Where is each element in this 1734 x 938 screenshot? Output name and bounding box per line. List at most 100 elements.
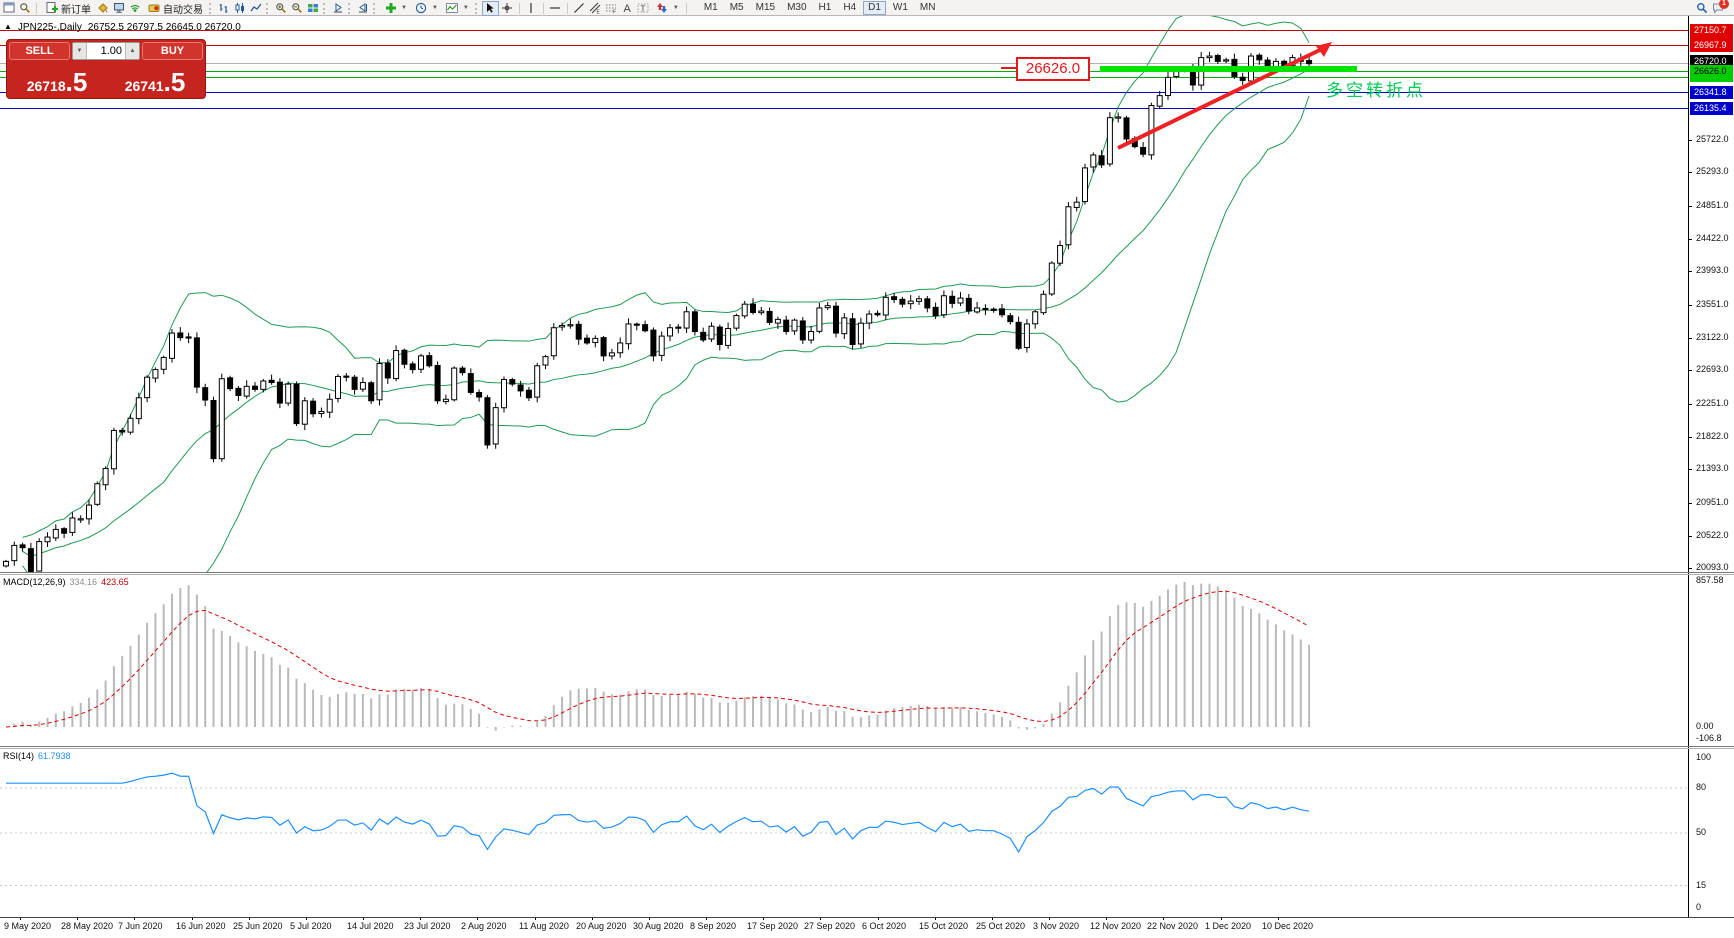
timeframe-m15[interactable]: M15 (755, 2, 776, 13)
pane-separator[interactable] (0, 572, 1734, 573)
bull-candle (1057, 245, 1064, 264)
rsi-axis-label: 50 (1696, 827, 1707, 837)
pane-separator[interactable] (0, 746, 1734, 747)
new-order-button[interactable]: 新订单 (41, 2, 94, 16)
price-tick-mark (1688, 206, 1692, 207)
date-tick-label: 27 Sep 2020 (804, 921, 856, 931)
horizontal-level-line[interactable] (0, 30, 1688, 31)
date-tick-label: 9 May 2020 (4, 921, 52, 931)
sell-price[interactable]: 26718 .5 (9, 62, 105, 96)
buy-price[interactable]: 26741 .5 (107, 62, 203, 96)
line-chart-icon[interactable] (248, 2, 263, 15)
price-tick-mark (1688, 370, 1692, 371)
timeframe-m5[interactable]: M5 (729, 2, 744, 13)
candlestick-chart-icon[interactable] (232, 2, 247, 15)
bear-candle (227, 377, 234, 390)
bear-candle (343, 375, 350, 378)
search-icon[interactable] (1694, 2, 1709, 15)
new-chart-icon[interactable] (1, 2, 16, 15)
symbol-marker-icon: ▲ (4, 22, 12, 31)
bear-candle (119, 429, 126, 433)
timeframe-w1[interactable]: W1 (892, 2, 908, 13)
horizontal-level-line[interactable] (0, 63, 1688, 64)
bull-candle (301, 400, 308, 425)
tile-windows-icon[interactable] (305, 2, 320, 15)
horizontal-level-line[interactable] (0, 45, 1688, 46)
bear-candle (924, 298, 931, 309)
bear-candle (517, 384, 524, 392)
volume-increase-button[interactable]: ▲ (125, 43, 139, 59)
indicators-button[interactable]: ▼ (442, 2, 472, 15)
date-tick-mark (820, 917, 821, 920)
date-tick-mark (134, 917, 135, 920)
date-tick-mark (992, 917, 993, 920)
bull-candle (542, 356, 549, 366)
bear-candle (999, 308, 1005, 316)
macd-indicator-pane[interactable] (0, 576, 1688, 747)
text-label-icon[interactable]: T (636, 2, 651, 15)
fibonacci-icon[interactable]: F (604, 2, 619, 15)
equidistant-channel-icon[interactable]: E (588, 2, 603, 15)
bear-candle (716, 326, 723, 345)
bull-candle (916, 298, 922, 302)
arrows-button[interactable]: ▼ (652, 2, 682, 15)
clipped-price-label (1690, 77, 1733, 82)
turning-point-annotation[interactable]: 多空转折点 (1326, 81, 1426, 100)
zoom-in-icon[interactable] (273, 2, 288, 15)
expert-advisor-icon[interactable] (111, 2, 126, 15)
vertical-line-icon[interactable] (524, 2, 539, 15)
bull-candle (94, 483, 101, 505)
bar-chart-icon[interactable] (216, 2, 231, 15)
add-object-button[interactable]: ▼ (380, 2, 410, 15)
bull-candle (1090, 154, 1097, 168)
horizontal-level-line[interactable] (0, 92, 1688, 93)
signal-icon[interactable] (127, 2, 142, 15)
trend-arrow-line[interactable] (1117, 45, 1327, 150)
date-tick-mark (1049, 917, 1050, 920)
text-icon[interactable]: A (620, 2, 635, 15)
timeframe-h4[interactable]: H4 (843, 2, 857, 13)
horizontal-line-icon[interactable] (548, 2, 563, 15)
horizontal-level-line[interactable] (0, 77, 1688, 78)
timeframe-mn[interactable]: MN (919, 2, 936, 13)
chart-shift-icon[interactable] (330, 2, 345, 15)
bull-candle (127, 417, 134, 433)
bear-candle (750, 303, 756, 314)
price-tick-mark (1688, 503, 1692, 504)
zoom-out-icon[interactable] (289, 2, 304, 15)
volume-decrease-button[interactable]: ▼ (73, 43, 87, 59)
autotrading-button[interactable]: 自动交易 (143, 2, 206, 16)
styles-bucket-icon[interactable] (95, 2, 110, 15)
main-price-chart[interactable] (0, 16, 1688, 573)
support-highlight-line[interactable] (1100, 66, 1357, 72)
buy-button[interactable]: BUY (142, 42, 203, 60)
notification-badge: 1 (1719, 0, 1729, 9)
sell-button[interactable]: SELL (9, 42, 70, 60)
rsi-indicator-pane[interactable] (0, 750, 1688, 917)
volume-value[interactable]: 1.00 (100, 45, 122, 57)
timeframe-m1[interactable]: M1 (703, 2, 718, 13)
period-clock-button[interactable]: ▼ (411, 2, 441, 15)
price-axis-line (1688, 16, 1689, 917)
price-tick-label: 24422.0 (1696, 233, 1729, 243)
bear-candle (965, 297, 972, 312)
cursor-icon[interactable] (481, 0, 499, 16)
bull-candle (658, 335, 665, 356)
bull-candle (393, 350, 400, 380)
horizontal-level-line[interactable] (0, 108, 1688, 109)
crosshair-icon[interactable] (500, 2, 515, 15)
svg-text:E: E (597, 10, 601, 15)
svg-text:T: T (641, 5, 646, 14)
timeframe-m30[interactable]: M30 (787, 2, 807, 13)
timeframe-h1[interactable]: H1 (818, 2, 832, 13)
price-callout-label[interactable]: 26626.0 (1016, 57, 1090, 81)
bull-candle (567, 324, 574, 327)
trendline-icon[interactable] (572, 2, 587, 15)
svg-text:A: A (624, 3, 632, 14)
timeframe-d1[interactable]: D1 (863, 1, 886, 15)
auto-scroll-icon[interactable] (355, 2, 370, 15)
notifications-chat-icon[interactable]: 1 (1710, 0, 1729, 15)
market-watch-icon[interactable] (17, 2, 32, 15)
horizontal-level-line[interactable] (0, 71, 1688, 72)
bull-candle (824, 305, 831, 309)
